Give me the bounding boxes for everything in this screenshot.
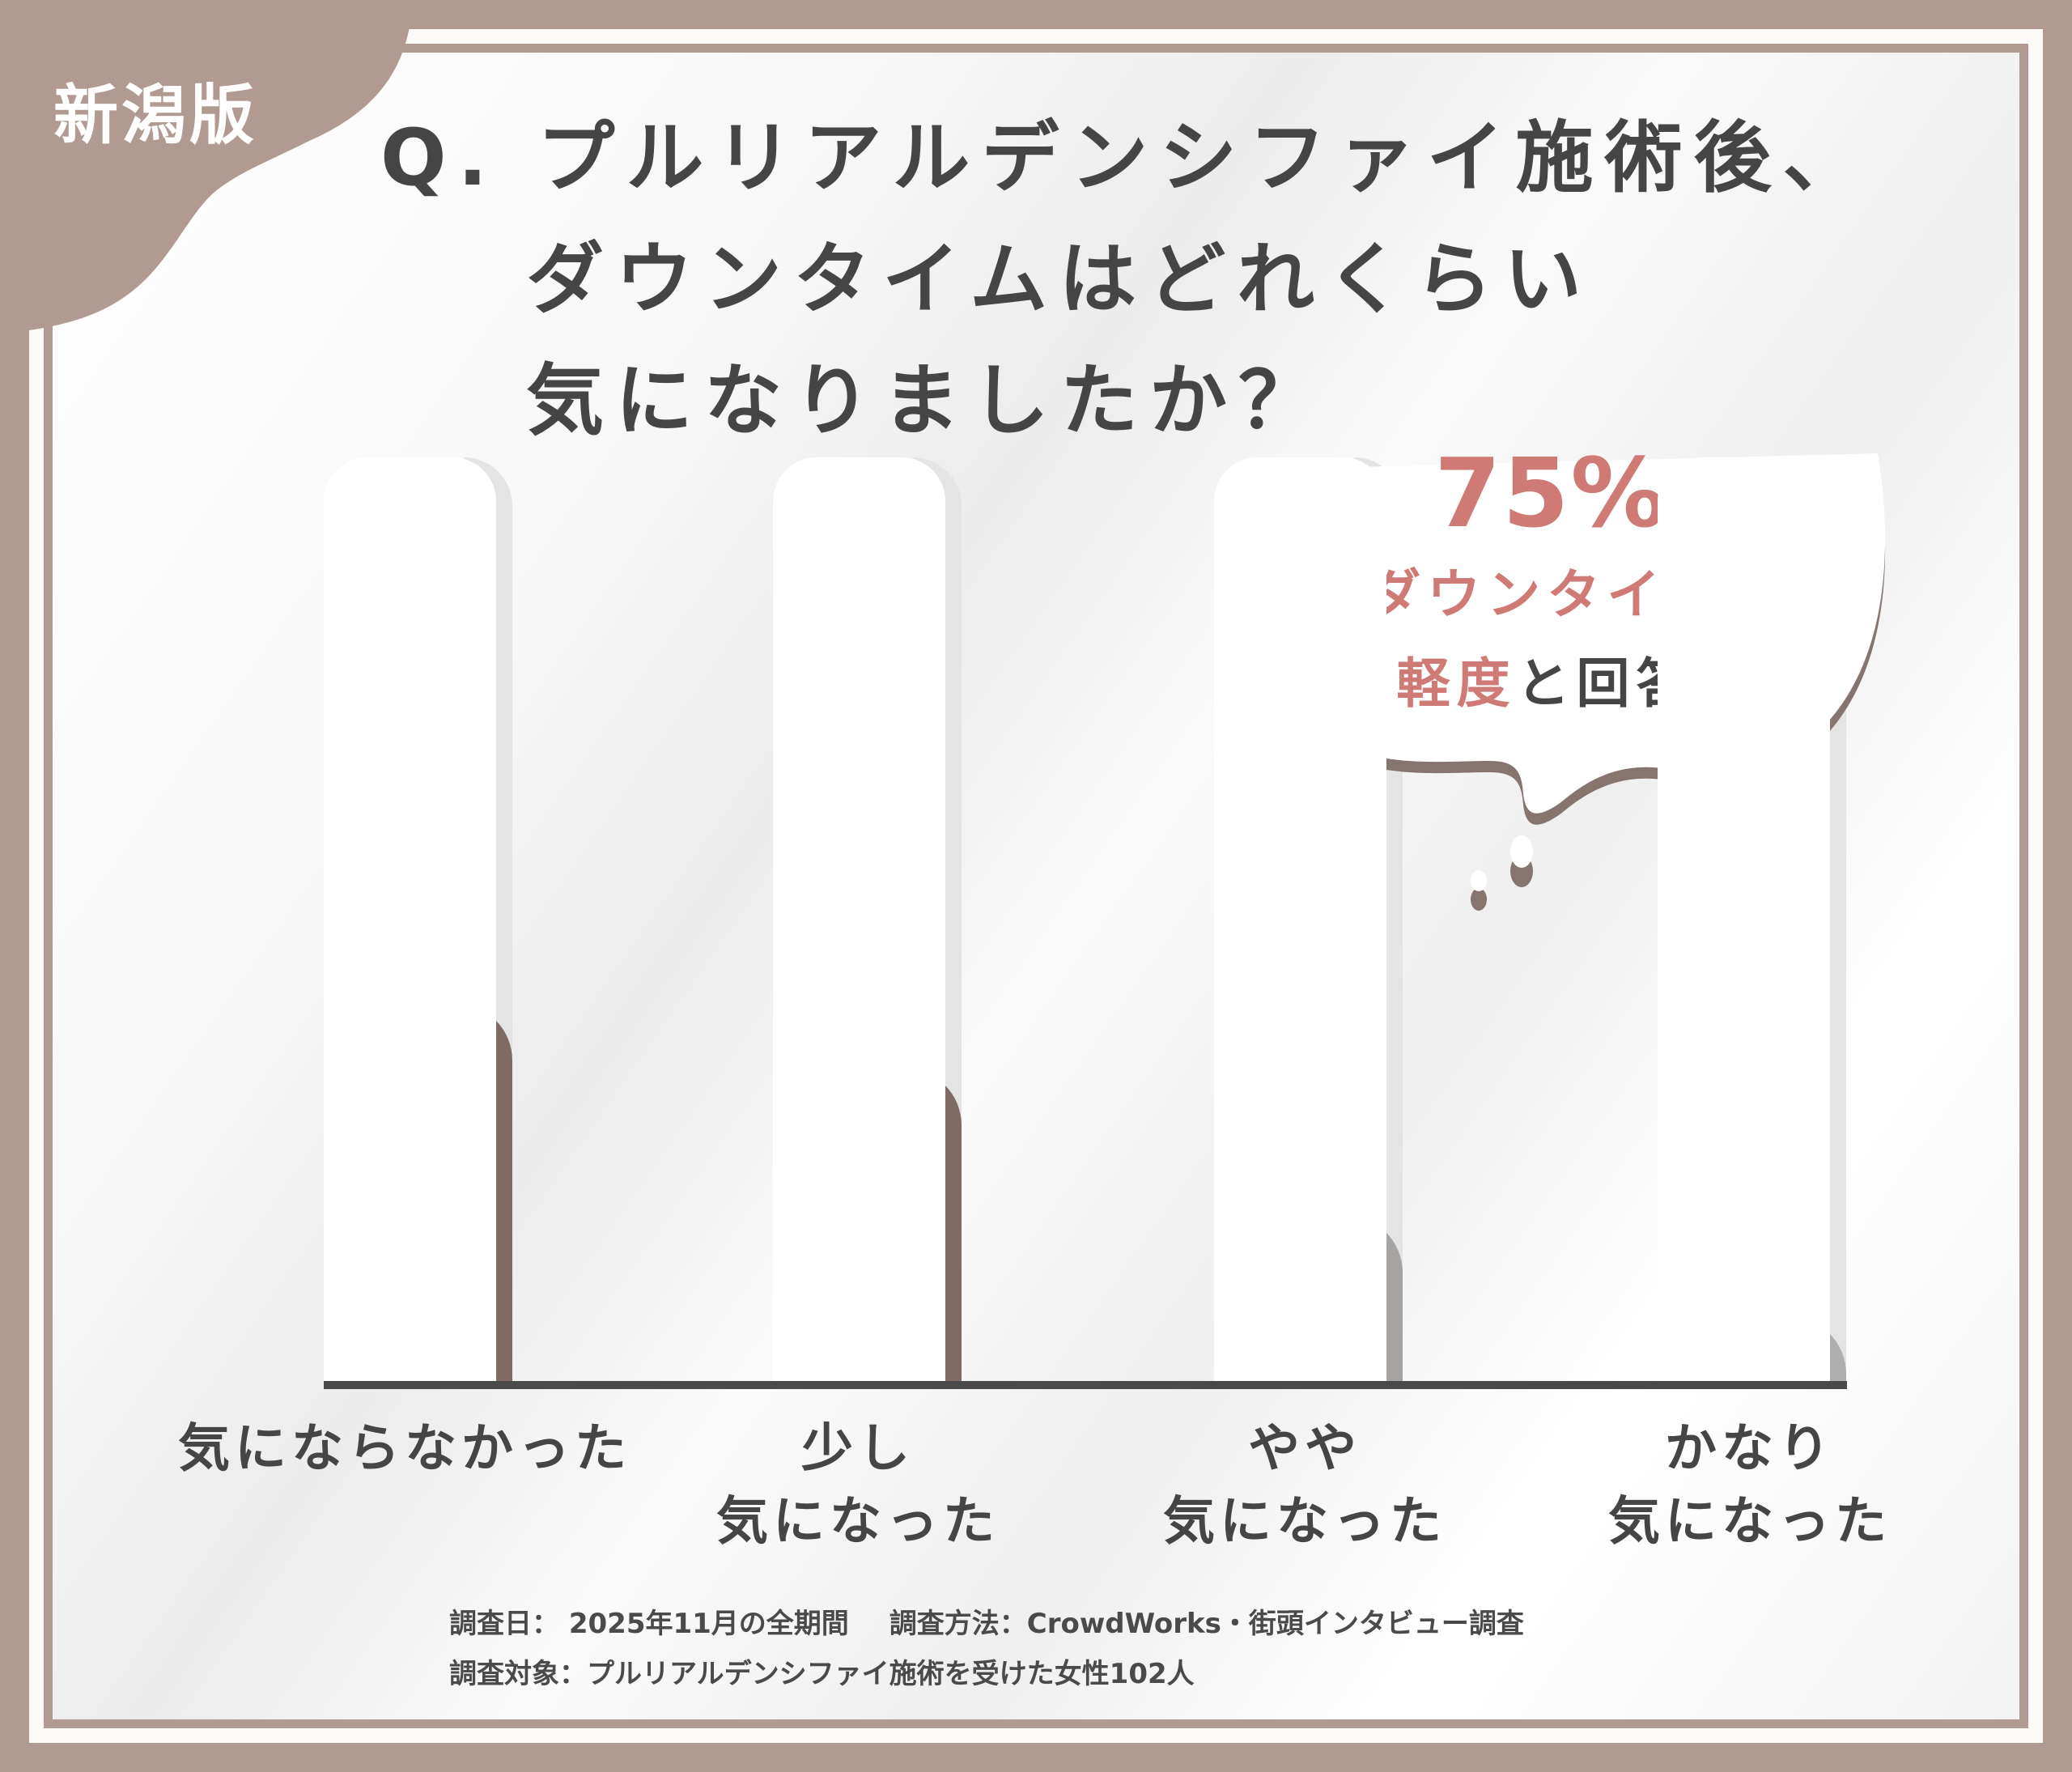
title-line-2: ダウンタイムはどれくらい xyxy=(526,234,1594,325)
survey-method: 調査方法：CrowdWorks・街頭インタビュー調査 xyxy=(889,1608,1524,1640)
survey-target: 調査対象：プルリアルデンシファイ施術を受けた女性102人 xyxy=(449,1658,1195,1690)
bar-track-1 xyxy=(324,457,512,1381)
region-badge-shape xyxy=(0,0,413,340)
category-label-3: やや 気になった xyxy=(1163,1419,1446,1552)
callout-percent: 75% xyxy=(1434,437,1668,549)
category-label-1: 気にならなかった xyxy=(178,1419,631,1479)
x-axis-line xyxy=(324,1381,1847,1389)
category-label-2: 少し 気になった xyxy=(716,1419,1000,1552)
title-line-3: 気になりましたか？ xyxy=(526,355,1327,446)
survey-date: 調査日： 2025年11月の全期間 xyxy=(449,1608,849,1640)
title-line-1: Q. プルリアルデンシファイ施術後、 xyxy=(380,113,1872,203)
category-label-4: かなり 気になった xyxy=(1608,1419,1892,1552)
survey-footnote: 調査日： 2025年11月の全期間 調査方法：CrowdWorks・街頭インタビュ… xyxy=(449,1599,1524,1699)
bar-track-3 xyxy=(1214,457,1403,1381)
question-title: Q. プルリアルデンシファイ施術後、 ダウンタイムはどれくらい 気になりましたか… xyxy=(380,97,1872,461)
bar-track-2 xyxy=(773,457,962,1381)
callout-accent-word: 軽度 xyxy=(1396,652,1517,715)
region-badge: 新潟版 xyxy=(53,78,257,153)
bar-track-4 xyxy=(1658,457,1846,1381)
